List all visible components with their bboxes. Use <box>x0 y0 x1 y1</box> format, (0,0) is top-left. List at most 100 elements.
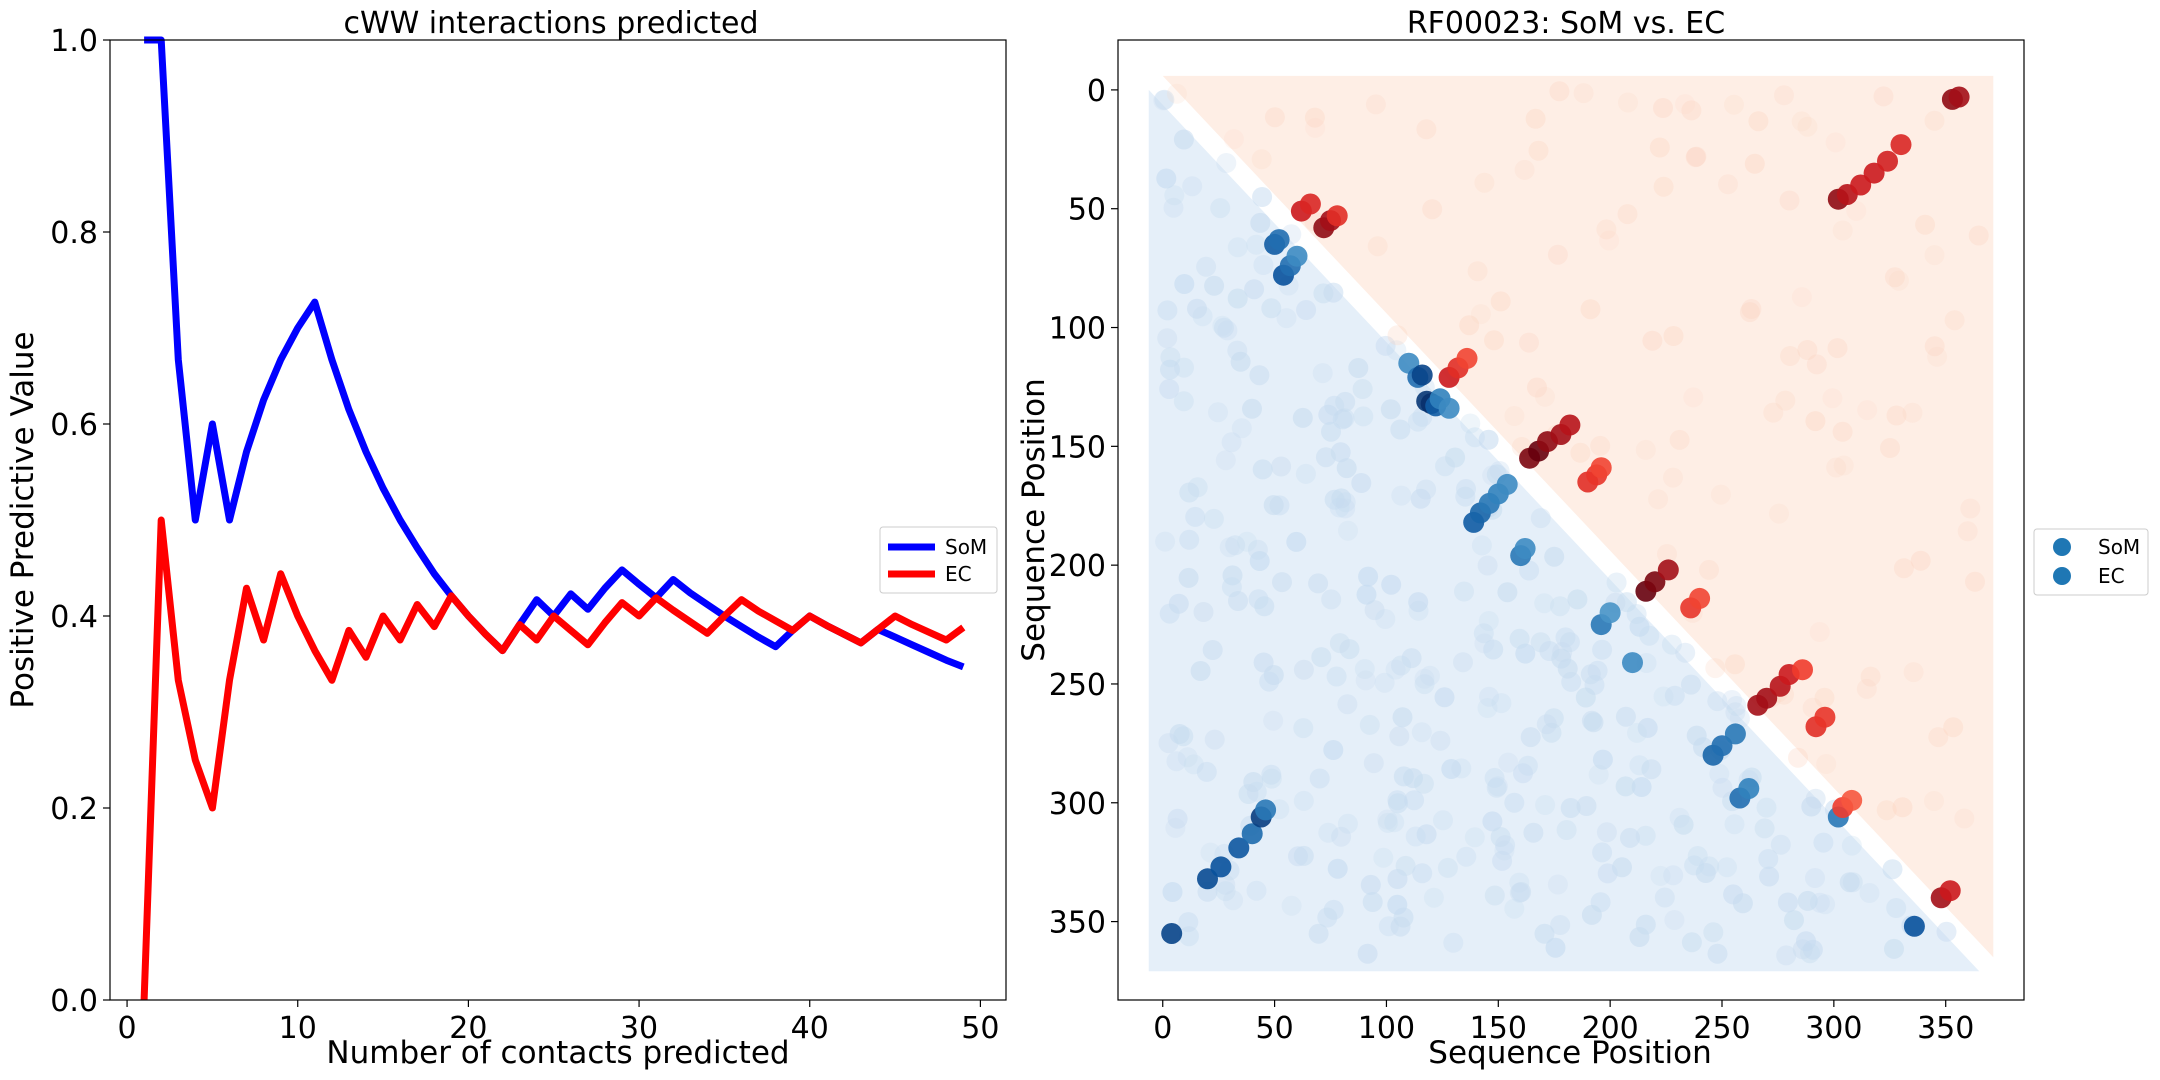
som-background-point <box>1334 408 1355 429</box>
ec-background-point <box>1653 176 1674 197</box>
y-tick-label: 0 <box>1087 74 1106 109</box>
som-background-point <box>1635 825 1656 846</box>
ec-background-point <box>1822 388 1843 409</box>
ec-background-point <box>1683 387 1704 408</box>
scatter-chart-frame <box>1117 39 2025 1001</box>
ec-contact-point <box>1644 571 1666 593</box>
ec-background-point <box>1599 230 1620 251</box>
som-background-point <box>1443 932 1464 953</box>
ec-background-point <box>1416 119 1437 140</box>
scatter-chart-y-axis-label: Sequence Position <box>1016 378 1052 661</box>
som-background-point <box>1722 690 1742 710</box>
legend-ec-marker <box>2053 567 2071 585</box>
som-background-point <box>1155 531 1176 552</box>
som-background-point <box>1616 592 1637 613</box>
som-background-point <box>1327 858 1348 879</box>
som-background-point <box>1707 943 1728 964</box>
som-background-point <box>1390 419 1411 440</box>
som-background-point <box>1192 306 1213 327</box>
som-background-point <box>1509 872 1530 893</box>
som-background-point <box>1494 840 1515 861</box>
ec-contact-point <box>1877 150 1898 172</box>
ec-background-point <box>1826 457 1847 478</box>
som-background-point <box>1225 535 1246 556</box>
som-background-point <box>1317 907 1338 928</box>
som-background-point <box>1362 892 1383 912</box>
y-tick-label: 100 <box>1049 312 1106 347</box>
som-background-point <box>1165 817 1186 838</box>
x-tick-label: 50 <box>1255 1011 1293 1046</box>
ec-background-point <box>1968 225 1989 246</box>
som-background-point <box>1576 796 1597 816</box>
ec-background-point <box>1653 98 1673 118</box>
scatter-points <box>1161 86 1970 944</box>
ec-background-point <box>1832 421 1853 442</box>
som-background-point <box>1411 722 1432 743</box>
som-background-point <box>1703 922 1724 943</box>
y-tick-label: 0.2 <box>50 792 98 827</box>
legend-ec-label: EC <box>945 562 972 586</box>
som-background-point <box>1215 450 1236 471</box>
som-background-point <box>1208 402 1228 423</box>
som-background-point <box>1387 894 1408 915</box>
som-background-point <box>1805 868 1825 888</box>
som-background-point <box>1479 686 1499 707</box>
line-chart-y-ticks: 0.0 0.2 0.4 0.6 0.8 1.0 <box>50 24 110 1019</box>
som-background-point <box>1221 577 1242 598</box>
som-background-point <box>1401 648 1422 669</box>
som-background-point <box>1254 596 1275 617</box>
ec-background-point <box>1809 622 1830 642</box>
som-background-point <box>1308 573 1329 594</box>
y-tick-label: 0.0 <box>50 984 98 1019</box>
ec-background-point <box>1264 107 1285 128</box>
som-background-point <box>1441 759 1462 779</box>
som-background-point <box>1776 945 1797 966</box>
ec-background-point <box>1806 354 1827 375</box>
som-contact-point <box>1438 397 1460 419</box>
ec-background-point <box>1957 521 1978 542</box>
x-tick-label: 0 <box>1153 1011 1172 1046</box>
som-background-point <box>1348 358 1369 378</box>
scatter-chart-x-axis-label: Sequence Position <box>1428 1035 1711 1071</box>
ec-background-point <box>1490 291 1511 312</box>
scatter-background-density <box>1148 75 1994 972</box>
som-background-point <box>1530 508 1551 529</box>
som-background-point <box>1228 591 1248 611</box>
som-background-point <box>1244 279 1265 300</box>
som-background-point <box>1296 300 1317 320</box>
som-background-point <box>1588 764 1609 785</box>
som-background-point <box>1416 479 1437 500</box>
ec-upper-triangle-background <box>1162 75 1994 958</box>
som-background-point <box>1707 691 1728 712</box>
som-background-point <box>1293 659 1314 680</box>
ec-background-point <box>1910 550 1931 571</box>
som-background-point <box>1801 796 1822 817</box>
ec-background-point <box>1797 116 1818 137</box>
som-background-point <box>1312 363 1333 384</box>
som-background-point <box>1293 790 1314 811</box>
som-background-point <box>1373 847 1394 868</box>
som-background-point <box>1456 479 1476 499</box>
ec-background-point <box>1741 299 1762 319</box>
som-background-point <box>1387 869 1408 889</box>
ec-background-point <box>1873 86 1894 107</box>
som-background-point <box>1375 335 1396 356</box>
som-background-point <box>1323 899 1344 920</box>
som-background-point <box>1243 772 1264 792</box>
ec-background-point <box>1902 402 1923 423</box>
ec-background-point <box>1718 174 1738 195</box>
som-background-point <box>1227 237 1248 258</box>
ec-background-point <box>1635 439 1656 460</box>
ec-background-point <box>1685 147 1706 168</box>
som-background-point <box>1391 655 1411 676</box>
som-background-point <box>1323 740 1344 760</box>
som-background-point <box>1664 910 1685 930</box>
som-background-point <box>1174 274 1195 294</box>
som-background-point <box>1561 671 1582 692</box>
som-background-point <box>1352 379 1373 399</box>
som-contact-point <box>1210 856 1232 878</box>
som-background-point <box>1583 712 1604 733</box>
som-background-point <box>1560 798 1581 818</box>
som-background-point <box>1684 855 1705 876</box>
